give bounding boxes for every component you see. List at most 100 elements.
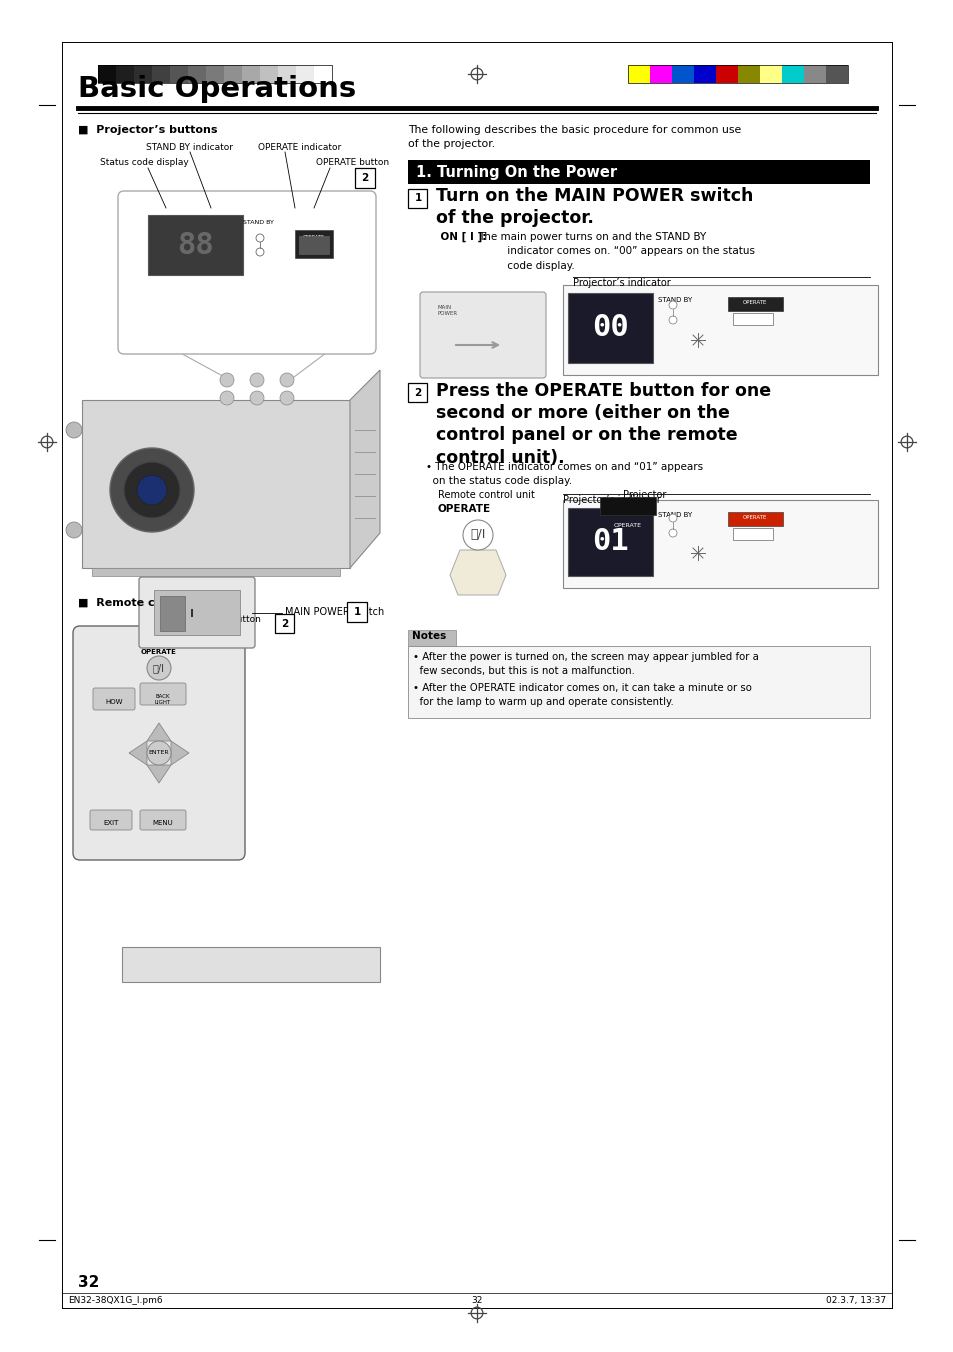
Polygon shape bbox=[147, 723, 171, 741]
FancyBboxPatch shape bbox=[140, 683, 186, 704]
Polygon shape bbox=[147, 765, 171, 783]
Text: 88: 88 bbox=[177, 230, 213, 260]
Circle shape bbox=[668, 301, 677, 310]
Text: OPERATE: OPERATE bbox=[437, 504, 491, 514]
Polygon shape bbox=[129, 741, 147, 765]
Polygon shape bbox=[171, 741, 189, 765]
Text: Press the OPERATE button for one
second or more (either on the
control panel or : Press the OPERATE button for one second … bbox=[436, 383, 770, 466]
Bar bbox=[160, 596, 185, 631]
Text: 32: 32 bbox=[78, 1275, 99, 1290]
Text: ENTER: ENTER bbox=[149, 750, 169, 756]
Text: The following describes the basic procedure for common use
of the projector.: The following describes the basic proced… bbox=[408, 124, 740, 150]
Text: • After the OPERATE indicator comes on, it can take a minute or so
  for the lam: • After the OPERATE indicator comes on, … bbox=[413, 683, 751, 707]
Text: Remote control unit: Remote control unit bbox=[437, 489, 535, 500]
Circle shape bbox=[250, 373, 264, 387]
Circle shape bbox=[462, 521, 493, 550]
Bar bbox=[562, 285, 877, 375]
Text: OPERATE: OPERATE bbox=[162, 614, 214, 623]
Text: OPERATE: OPERATE bbox=[614, 523, 641, 529]
Text: ⏻/I: ⏻/I bbox=[152, 662, 165, 673]
Polygon shape bbox=[82, 400, 350, 568]
Circle shape bbox=[668, 529, 677, 537]
Circle shape bbox=[66, 422, 82, 438]
Text: 01: 01 bbox=[592, 527, 628, 557]
FancyBboxPatch shape bbox=[118, 191, 375, 354]
Text: OPERATE: OPERATE bbox=[303, 235, 325, 241]
Text: 02.3.7, 13:37: 02.3.7, 13:37 bbox=[825, 1297, 885, 1305]
Bar bbox=[408, 630, 456, 646]
Text: Status code display: Status code display bbox=[100, 158, 189, 168]
Text: 2: 2 bbox=[414, 388, 421, 397]
Text: The main power turns on and the STAND BY
         indicator comes on. “00” appea: The main power turns on and the STAND BY… bbox=[477, 233, 754, 270]
Text: HOW: HOW bbox=[105, 699, 123, 704]
Text: 1: 1 bbox=[353, 607, 360, 618]
Polygon shape bbox=[599, 535, 656, 580]
Text: ⏻/I: ⏻/I bbox=[470, 529, 485, 542]
Bar bbox=[314, 65, 332, 82]
Bar bbox=[781, 65, 803, 82]
Circle shape bbox=[280, 391, 294, 406]
Bar bbox=[91, 568, 339, 576]
Bar bbox=[693, 65, 716, 82]
Text: Projector: Projector bbox=[622, 489, 666, 500]
Text: MENU: MENU bbox=[152, 821, 173, 826]
Text: ⏻/I button: ⏻/I button bbox=[216, 614, 260, 623]
Bar bbox=[760, 65, 781, 82]
Text: • After the power is turned on, the screen may appear jumbled for a
  few second: • After the power is turned on, the scre… bbox=[413, 652, 758, 676]
Text: Notes: Notes bbox=[412, 631, 446, 641]
Bar bbox=[727, 512, 782, 526]
Text: OPERATE: OPERATE bbox=[141, 649, 176, 654]
Circle shape bbox=[668, 316, 677, 324]
Bar bbox=[153, 589, 240, 635]
Text: STAND BY: STAND BY bbox=[658, 512, 692, 518]
Bar bbox=[408, 384, 427, 403]
Text: BACK
LIGHT: BACK LIGHT bbox=[154, 694, 171, 704]
Bar bbox=[98, 65, 332, 82]
Bar bbox=[188, 65, 206, 82]
Bar bbox=[732, 529, 772, 539]
Bar bbox=[242, 65, 260, 82]
Bar bbox=[671, 65, 693, 82]
Text: EN32-38QX1G_I.pm6: EN32-38QX1G_I.pm6 bbox=[68, 1297, 162, 1305]
Bar bbox=[567, 508, 652, 576]
FancyBboxPatch shape bbox=[139, 577, 254, 648]
Circle shape bbox=[220, 391, 233, 406]
FancyBboxPatch shape bbox=[140, 810, 186, 830]
Circle shape bbox=[124, 462, 180, 518]
Bar bbox=[825, 65, 847, 82]
Bar bbox=[355, 168, 375, 188]
Bar bbox=[716, 65, 738, 82]
Bar bbox=[567, 293, 652, 362]
Text: ■  Projector’s buttons: ■ Projector’s buttons bbox=[78, 124, 217, 135]
Bar bbox=[408, 188, 427, 207]
Bar bbox=[148, 215, 243, 274]
Text: OPERATE button: OPERATE button bbox=[315, 158, 389, 168]
Bar bbox=[738, 65, 760, 82]
Circle shape bbox=[110, 448, 193, 531]
Text: • The OPERATE indicator comes on and “01” appears
  on the status code display.: • The OPERATE indicator comes on and “01… bbox=[426, 462, 702, 487]
Text: EXIT: EXIT bbox=[103, 821, 118, 826]
Text: ■  Remote control unit: ■ Remote control unit bbox=[78, 598, 221, 608]
Circle shape bbox=[220, 373, 233, 387]
Circle shape bbox=[668, 514, 677, 522]
Bar bbox=[277, 65, 295, 82]
Text: Projector’s indicator: Projector’s indicator bbox=[562, 495, 660, 506]
Bar bbox=[116, 65, 133, 82]
Text: 2: 2 bbox=[281, 619, 289, 629]
Text: 2: 2 bbox=[361, 173, 368, 183]
Bar bbox=[224, 65, 242, 82]
Bar bbox=[295, 65, 314, 82]
Bar bbox=[627, 65, 649, 82]
Bar bbox=[347, 603, 367, 622]
Bar bbox=[260, 65, 277, 82]
Circle shape bbox=[147, 656, 171, 680]
Text: STAND BY: STAND BY bbox=[658, 297, 692, 303]
Text: Basic Operations: Basic Operations bbox=[78, 74, 355, 103]
Bar bbox=[627, 65, 847, 82]
FancyBboxPatch shape bbox=[92, 688, 135, 710]
Bar bbox=[133, 65, 152, 82]
Text: STAND BY: STAND BY bbox=[242, 220, 274, 224]
Text: MAIN POWER switch: MAIN POWER switch bbox=[285, 607, 384, 618]
Bar bbox=[408, 160, 869, 184]
Text: STAND BY indicator: STAND BY indicator bbox=[146, 143, 233, 151]
